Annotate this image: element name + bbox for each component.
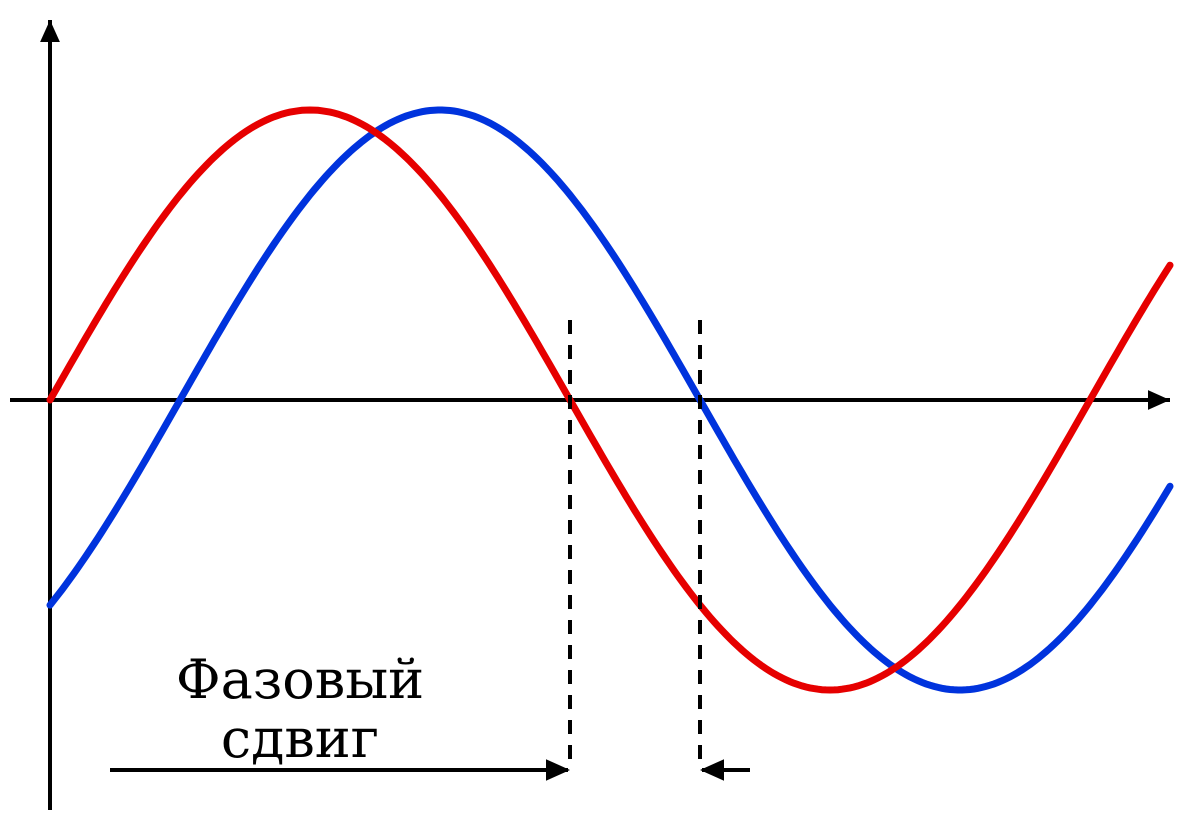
y-axis-arrowhead <box>40 20 60 42</box>
label-line1: Фазовый <box>176 648 424 711</box>
phase-arrowhead-left <box>546 759 570 781</box>
x-axis-arrowhead <box>1148 390 1170 410</box>
phase-arrowhead-right <box>700 759 724 781</box>
phase-shift-label: Фазовый сдвиг <box>150 650 450 769</box>
label-line2: сдвиг <box>221 707 379 770</box>
